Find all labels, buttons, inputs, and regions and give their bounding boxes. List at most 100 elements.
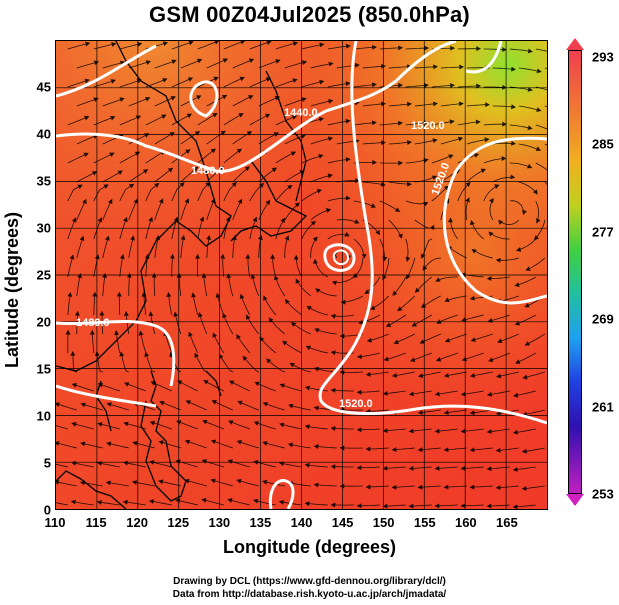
streamline-arrow — [205, 181, 211, 187]
streamline-arrow — [511, 66, 516, 72]
streamline-arrow — [148, 216, 153, 222]
streamline-arrow — [407, 181, 412, 187]
streamline-arrow — [484, 137, 490, 143]
streamline-arrow — [222, 312, 227, 319]
streamline-arrow — [345, 157, 351, 162]
x-tick-label: 120 — [126, 515, 149, 530]
streamline-arrow — [382, 503, 388, 509]
streamline-arrow — [521, 486, 527, 491]
streamline-arrow — [92, 171, 98, 176]
streamline-arrow — [398, 82, 403, 88]
streamline-arrow — [469, 410, 475, 416]
streamline-arrow — [312, 258, 318, 264]
streamline-arrow — [330, 350, 336, 356]
streamline-arrow — [420, 253, 426, 259]
streamline-arrow — [414, 287, 420, 293]
streamline-arrow — [180, 234, 186, 241]
streamline-arrow — [285, 298, 290, 305]
streamline-arrow — [252, 216, 258, 223]
streamline-arrow — [77, 184, 83, 190]
streamline-arrow — [398, 160, 404, 166]
height-contours — [56, 41, 547, 509]
streamline-arrow — [292, 41, 299, 47]
streamline-arrow — [131, 480, 138, 485]
streamline-arrow — [372, 159, 378, 165]
streamline-arrow — [485, 102, 490, 108]
streamline-arrow — [199, 216, 205, 222]
streamline — [56, 502, 68, 506]
streamline-arrow — [250, 273, 256, 279]
streamline-arrow — [290, 321, 297, 327]
streamline-arrow — [138, 330, 144, 336]
streamline-arrow — [295, 278, 301, 284]
streamline-arrow — [265, 199, 271, 206]
streamline-arrow — [242, 355, 248, 361]
streamline-arrow — [502, 84, 508, 90]
streamline-arrow — [246, 314, 251, 320]
streamline-arrow — [248, 95, 254, 100]
streamline-arrow — [201, 272, 207, 278]
streamline-arrow — [239, 293, 245, 299]
streamline-arrow — [352, 273, 358, 278]
y-tick-label: 5 — [43, 455, 51, 471]
streamline-arrow — [288, 403, 294, 409]
streamline-arrow — [253, 421, 260, 426]
streamline-arrow — [461, 356, 468, 362]
streamline-arrow — [469, 372, 476, 378]
x-tick-label: 145 — [331, 515, 354, 530]
streamline-arrow — [488, 231, 494, 237]
streamline-arrow — [263, 295, 268, 301]
streamline-arrow — [330, 425, 336, 431]
streamline-arrow — [521, 448, 527, 454]
streamline-arrow — [330, 313, 336, 319]
streamline-arrow — [512, 429, 519, 435]
streamline-arrow — [365, 371, 371, 377]
streamline-arrow — [109, 152, 115, 157]
streamline-arrow — [132, 440, 138, 446]
streamline-arrow — [458, 136, 464, 142]
streamline-arrow — [408, 503, 414, 509]
streamline-arrow — [210, 478, 216, 484]
streamline-arrow — [220, 253, 226, 259]
streamline-arrow — [513, 392, 519, 398]
y-axis-label: Latitude (degrees) — [2, 211, 22, 368]
streamline-arrow — [166, 292, 172, 297]
streamline-arrow — [202, 419, 208, 425]
streamline-arrow — [313, 482, 319, 488]
streamline-arrow — [196, 58, 203, 64]
streamline-arrow — [432, 138, 438, 144]
x-tick-label: 165 — [496, 515, 518, 530]
streamline-arrow — [315, 288, 321, 294]
chart-title: GSM 00Z04Jul2025 (850.0hPa) — [149, 2, 470, 27]
streamline-arrow — [148, 499, 155, 504]
streamline-arrow — [408, 391, 414, 397]
streamline-arrow — [458, 101, 464, 107]
streamline-arrow — [406, 140, 412, 146]
streamline-arrow — [301, 60, 308, 66]
streamline-arrow — [135, 115, 142, 120]
streamline-arrow — [526, 163, 533, 169]
streamline-arrow — [245, 253, 251, 259]
streamline-arrow — [270, 254, 275, 259]
streamline-arrow — [158, 440, 164, 445]
streamline-arrow — [465, 181, 471, 187]
streamline-arrow — [310, 220, 317, 226]
streamline-arrow — [527, 86, 533, 92]
streamline-arrow — [394, 207, 401, 212]
streamline-arrow — [345, 43, 351, 49]
streamline-arrow — [409, 357, 416, 362]
map-svg: 1440.0 1480.0 1520.0 1520.0 1480.0 1520.… — [56, 41, 547, 509]
streamline-arrow — [431, 175, 438, 181]
streamline — [56, 463, 68, 468]
streamline-arrow — [497, 338, 503, 344]
streamline-arrow — [316, 188, 323, 194]
x-tick-label: 135 — [249, 515, 272, 530]
streamline-arrow — [185, 149, 191, 154]
streamline-arrow — [188, 41, 194, 46]
streamline-arrow — [313, 405, 319, 411]
y-tick-label: 35 — [36, 173, 51, 189]
streamline-arrow — [514, 359, 521, 364]
streamline-arrow — [97, 217, 103, 223]
streamline-arrow — [191, 292, 196, 298]
streamline-arrow — [522, 209, 527, 216]
